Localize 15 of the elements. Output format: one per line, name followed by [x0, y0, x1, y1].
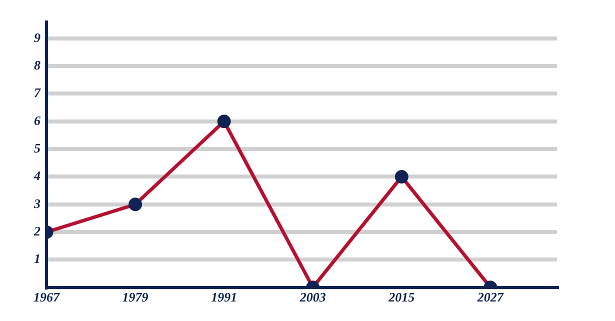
y-tick-label: 3: [33, 196, 41, 211]
y-tick-label: 4: [33, 168, 41, 184]
x-tick-label: 1991: [211, 290, 238, 305]
y-tick-label: 7: [34, 85, 41, 100]
x-tick-label: 2003: [298, 290, 326, 305]
y-tick-label: 1: [34, 251, 40, 266]
y-tick-label: 6: [34, 112, 41, 128]
y-tick-label: 2: [33, 223, 41, 238]
x-tick-label: 2027: [476, 290, 504, 305]
x-tick-label: 1979: [122, 290, 149, 305]
y-tick-label: 5: [34, 140, 41, 156]
y-tick-label: 9: [34, 30, 41, 45]
x-tick-label: 1967: [34, 290, 60, 305]
x-tick-label: 2015: [388, 290, 416, 305]
y-tick-label: 8: [34, 57, 41, 72]
